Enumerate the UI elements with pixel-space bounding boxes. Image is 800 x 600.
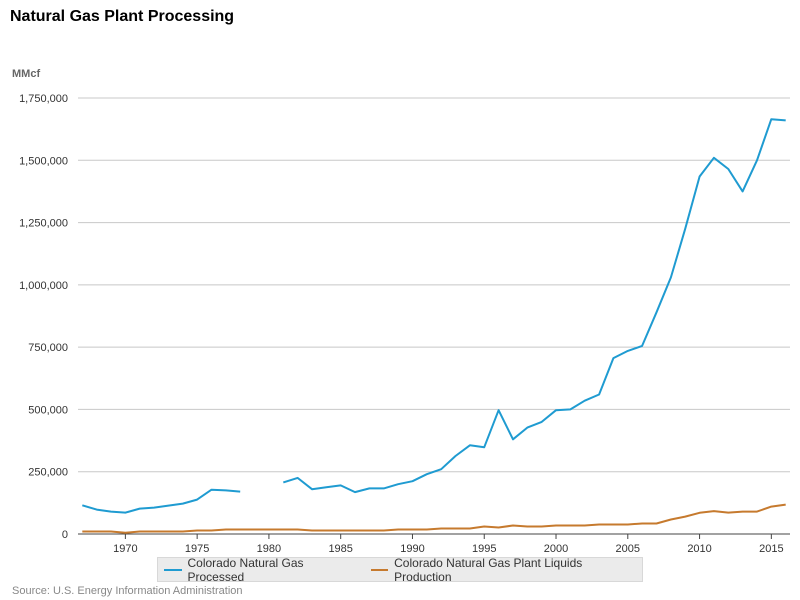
source-note: Source: U.S. Energy Information Administ… [12,585,243,597]
chart-legend[interactable]: Colorado Natural Gas Processed Colorado … [157,555,643,584]
x-tick-label: 2010 [687,543,711,555]
x-tick-label: 2000 [544,543,568,555]
x-tick-label: 1980 [257,543,281,555]
x-tick-label: 2005 [616,543,640,555]
x-tick-label: 1975 [185,543,209,555]
series-line-gas-processed [82,118,786,514]
y-tick-label: 0 [62,529,68,541]
y-tick-label: 1,250,000 [19,218,68,230]
y-tick-label: 500,000 [28,404,68,416]
legend-item-gas-processed[interactable]: Colorado Natural Gas Processed [164,556,359,584]
y-tick-label: 1,750,000 [19,93,68,105]
legend-swatch-plant-liquids [370,568,389,571]
y-tick-label: 750,000 [28,342,68,354]
chart-title: Natural Gas Plant Processing [10,8,235,25]
y-tick-label: 1,000,000 [19,280,68,292]
x-tick-label: 1995 [472,543,496,555]
x-tick-label: 1985 [328,543,352,555]
legend-swatch-gas-processed [164,568,182,571]
y-tick-label: 250,000 [28,467,68,479]
legend-label-plant-liquids: Colorado Natural Gas Plant Liquids Produ… [394,555,583,584]
x-tick-label: 2015 [759,543,783,555]
y-axis-unit-label: MMcf [12,68,41,80]
y-tick-label: 1,500,000 [19,155,68,167]
x-tick-label: 1990 [400,543,424,555]
x-tick-label: 1970 [113,543,137,555]
legend-label-gas-processed: Colorado Natural Gas Processed [187,555,304,584]
series-line-plant-liquids [82,503,786,534]
legend-item-plant-liquids[interactable]: Colorado Natural Gas Plant Liquids Produ… [370,555,636,584]
